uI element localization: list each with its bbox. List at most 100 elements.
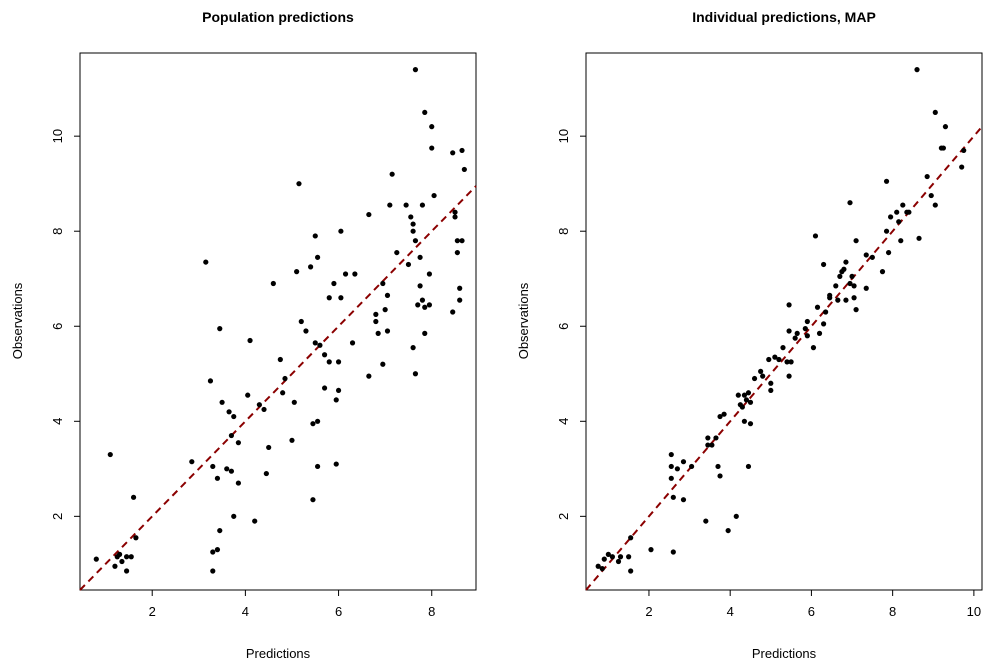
data-point [412,371,419,377]
data-point [298,318,304,325]
data-point [394,249,400,256]
data-point [123,554,130,560]
data-point [214,475,221,481]
data-point [459,238,465,244]
data-point [412,67,419,73]
data-point [713,435,719,441]
data-point [93,556,99,562]
data-point [310,497,316,503]
data-point [733,513,739,519]
x-tick-label: 8 [889,604,896,619]
data-point [743,397,750,403]
data-point [725,527,731,534]
data-point [256,402,262,408]
data-point [668,463,674,470]
y-axis-label: Observations [516,282,531,359]
x-tick-label: 4 [242,604,249,619]
data-point [294,269,300,275]
data-point [107,451,113,458]
data-point [450,150,456,156]
data-point [843,259,849,265]
data-point [747,421,754,427]
data-point [315,254,321,260]
data-point [231,513,237,519]
x-tick-label: 6 [808,604,815,619]
data-point [263,470,269,477]
data-point [768,387,774,394]
data-point [760,373,766,379]
data-point [403,202,409,208]
data-point [821,321,827,327]
data-point [894,209,900,215]
data-point [217,326,223,332]
data-point [224,466,230,472]
data-point [747,399,754,405]
data-point [786,302,792,308]
data-point [914,67,920,73]
data-point [823,309,829,315]
data-point [709,442,715,448]
data-point [721,411,727,417]
y-tick-label: 10 [50,129,65,143]
data-point [849,273,855,279]
data-point [772,354,778,360]
data-point [792,335,798,341]
data-point [210,568,216,574]
data-point [906,209,912,215]
data-point [277,356,283,363]
data-point [788,359,794,365]
data-point [366,373,372,379]
individual-predictions-panel: Individual predictions, MAP Predictions … [516,9,983,661]
data-point [595,563,601,569]
data-point [821,261,827,268]
data-point [226,409,232,415]
data-point [851,295,857,301]
data-point [338,228,344,234]
data-point [317,342,323,348]
data-point [405,261,412,268]
data-point [366,211,372,218]
data-point [338,295,344,301]
data-point [291,399,297,405]
x-tick-label: 6 [335,604,342,619]
data-point [735,392,741,398]
data-point [228,468,235,474]
data-point [119,558,125,565]
data-point [814,304,821,310]
data-point [410,345,416,351]
data-point [375,330,381,336]
data-point [766,356,772,363]
y-tick-label: 4 [556,418,571,425]
data-point [932,202,938,208]
data-point [450,309,456,315]
data-point [130,494,137,500]
data-point [373,318,379,325]
data-point [628,535,634,541]
data-point [617,554,624,560]
data-point [419,297,426,303]
data-point [457,297,463,303]
data-point [261,406,267,413]
data-point [454,249,460,256]
data-point [898,238,904,244]
data-point [924,173,930,180]
data-point [648,547,654,553]
data-point [883,228,890,234]
data-point [804,333,810,339]
data-point [847,280,853,287]
data-point [940,145,947,151]
data-point [745,463,752,470]
data-point [853,307,859,313]
data-point [426,271,433,277]
data-point [843,297,849,303]
data-point [280,390,286,396]
y-tick-label: 6 [50,323,65,330]
data-point [628,568,634,574]
data-point [689,463,695,470]
data-point [349,340,356,346]
data-point [745,390,752,396]
data-point [869,254,875,260]
data-point [245,392,251,398]
data-point [210,463,216,470]
data-point [703,518,709,524]
